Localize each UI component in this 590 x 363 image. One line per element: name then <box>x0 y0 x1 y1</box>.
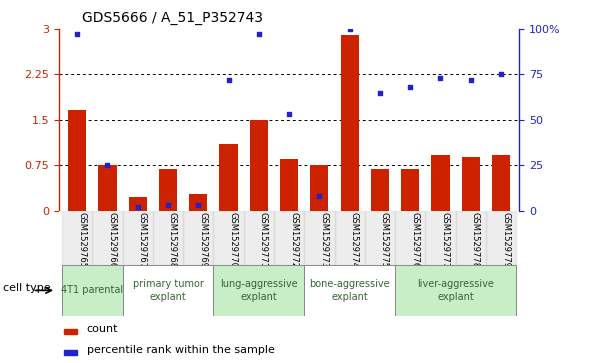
Bar <box>64 350 77 355</box>
Bar <box>214 211 244 265</box>
Bar <box>250 120 268 211</box>
Point <box>284 111 294 117</box>
Text: GDS5666 / A_51_P352743: GDS5666 / A_51_P352743 <box>82 11 263 25</box>
Bar <box>183 211 214 265</box>
Bar <box>129 197 147 211</box>
Text: GSM1529770: GSM1529770 <box>228 212 238 268</box>
Text: GSM1529773: GSM1529773 <box>319 212 329 268</box>
Bar <box>62 265 123 316</box>
Bar <box>401 170 419 211</box>
Point <box>375 90 385 95</box>
Text: GSM1529776: GSM1529776 <box>410 212 419 268</box>
Bar <box>123 211 153 265</box>
Text: GSM1529765: GSM1529765 <box>77 212 86 268</box>
Point <box>194 202 203 208</box>
Point <box>133 204 142 210</box>
Point <box>163 202 173 208</box>
Text: GSM1529777: GSM1529777 <box>441 212 450 268</box>
Bar <box>371 170 389 211</box>
Text: GSM1529779: GSM1529779 <box>501 212 510 268</box>
Bar <box>425 211 455 265</box>
Point <box>103 162 112 168</box>
Bar <box>431 155 450 211</box>
Bar <box>492 155 510 211</box>
Text: GSM1529766: GSM1529766 <box>107 212 116 268</box>
Bar <box>99 165 116 211</box>
Bar <box>395 265 516 316</box>
Bar <box>304 265 395 316</box>
Bar <box>340 35 359 211</box>
Text: count: count <box>87 324 118 334</box>
Text: bone-aggressive
explant: bone-aggressive explant <box>309 279 390 302</box>
Text: GSM1529771: GSM1529771 <box>259 212 268 268</box>
Text: GSM1529772: GSM1529772 <box>289 212 298 268</box>
Bar <box>461 157 480 211</box>
Bar <box>395 211 425 265</box>
Bar <box>189 193 207 211</box>
Bar <box>486 211 516 265</box>
Bar <box>62 211 92 265</box>
Point <box>496 72 506 77</box>
Text: percentile rank within the sample: percentile rank within the sample <box>87 345 274 355</box>
Text: lung-aggressive
explant: lung-aggressive explant <box>220 279 297 302</box>
Text: GSM1529775: GSM1529775 <box>380 212 389 268</box>
Bar <box>280 159 298 211</box>
Bar <box>68 110 86 211</box>
Point <box>345 26 355 32</box>
Text: cell type: cell type <box>3 283 51 293</box>
Bar <box>219 144 238 211</box>
Bar <box>159 170 177 211</box>
Point <box>73 32 82 37</box>
Text: primary tumor
explant: primary tumor explant <box>133 279 204 302</box>
Bar <box>274 211 304 265</box>
Bar <box>92 211 123 265</box>
Point <box>314 193 324 199</box>
Text: GSM1529778: GSM1529778 <box>471 212 480 268</box>
Bar <box>455 211 486 265</box>
Bar <box>310 165 329 211</box>
Bar <box>365 211 395 265</box>
Text: GSM1529768: GSM1529768 <box>168 212 177 268</box>
Point <box>466 77 476 83</box>
Bar <box>335 211 365 265</box>
Point <box>405 84 415 90</box>
Bar <box>153 211 183 265</box>
Bar <box>64 330 77 334</box>
Bar <box>123 265 214 316</box>
Bar <box>304 211 335 265</box>
Text: GSM1529767: GSM1529767 <box>137 212 147 268</box>
Text: GSM1529774: GSM1529774 <box>350 212 359 268</box>
Text: liver-aggressive
explant: liver-aggressive explant <box>417 279 494 302</box>
Bar <box>244 211 274 265</box>
Bar <box>214 265 304 316</box>
Point <box>254 32 264 37</box>
Text: 4T1 parental: 4T1 parental <box>61 285 123 295</box>
Point <box>224 77 233 83</box>
Point <box>436 75 445 81</box>
Text: GSM1529769: GSM1529769 <box>198 212 207 268</box>
